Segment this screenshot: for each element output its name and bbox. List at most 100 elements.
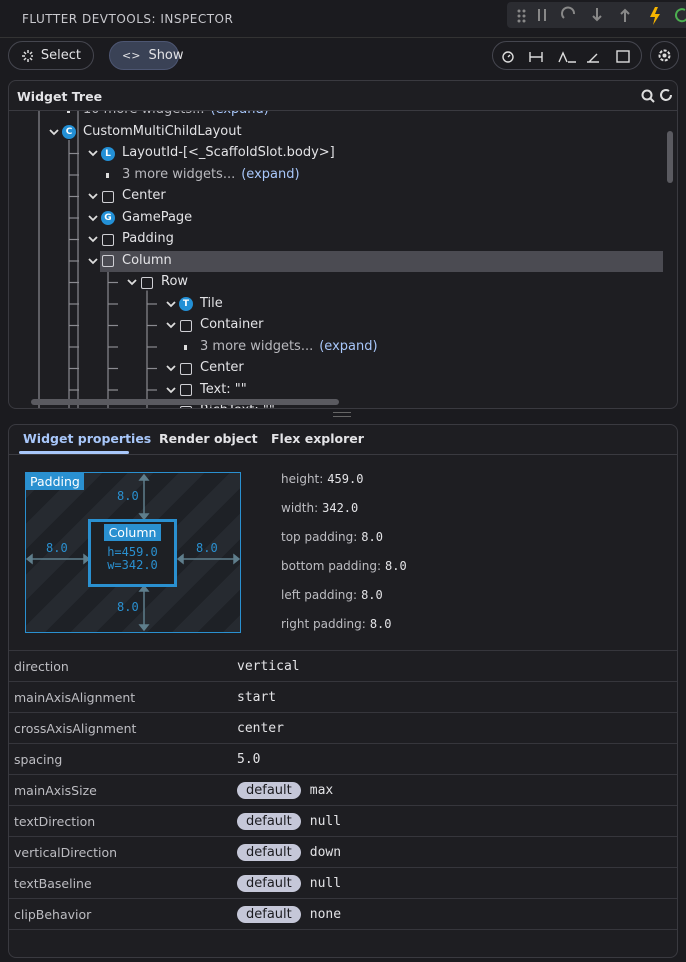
prop-value: 8.0 <box>361 530 383 544</box>
property-value: 5.0 <box>237 752 260 767</box>
prop-name: top padding: <box>281 530 358 544</box>
tab[interactable]: Widget properties <box>23 431 152 446</box>
chevron[interactable] <box>88 212 98 222</box>
tab-bar: Widget properties Render object Flex explo… <box>9 425 677 455</box>
widget-icon <box>180 319 192 332</box>
settings-button[interactable] <box>650 41 679 70</box>
property-value: start <box>237 690 276 705</box>
details-panel: Widget properties Render object Flex explo… <box>8 424 678 958</box>
property-value: default down <box>237 843 342 861</box>
prop-name: left padding: <box>281 588 358 602</box>
property-row: mainAxisSize default max <box>9 774 677 805</box>
tree-row[interactable]: 3 more widgets... (expand) <box>9 165 663 186</box>
size-height: h=459.0 <box>107 545 158 559</box>
property-value: default max <box>237 781 333 799</box>
tree-row[interactable]: Text: "" <box>9 380 663 401</box>
settings-icon <box>658 49 671 62</box>
layout-prop: top padding: 8.0 <box>281 530 383 544</box>
tree-actions[interactable] <box>639 87 675 105</box>
node-label: 3 more widgets... (expand) <box>200 338 378 354</box>
property-row: textBaseline default null <box>9 867 677 898</box>
tree-guides <box>38 111 157 408</box>
tree-row[interactable]: Container <box>9 315 663 336</box>
show-button[interactable]: <> Show <box>109 41 184 70</box>
property-name: spacing <box>14 751 63 767</box>
tree-row[interactable]: Padding <box>9 229 663 250</box>
type-badge: T <box>179 297 193 311</box>
left-padding: 8.0 <box>46 541 68 555</box>
widget-icon <box>102 233 114 246</box>
chevron[interactable] <box>166 405 176 408</box>
layout-properties: height: 459.0 width: 342.0 top padding: 8.0 bo… <box>281 472 671 642</box>
node-label: LayoutId-[<_ScaffoldSlot.body>] <box>122 145 335 160</box>
widget-icon <box>141 276 153 289</box>
chevron[interactable] <box>88 255 98 265</box>
tree-row[interactable]: 10 more widgets...(expand) <box>9 111 663 121</box>
property-row: clipBehavior default none <box>9 898 677 929</box>
prop-value: 8.0 <box>369 617 392 631</box>
property-row: verticalDirection default down <box>9 836 677 867</box>
property-value: center <box>237 721 284 736</box>
default-badge: default <box>237 905 301 923</box>
select-button[interactable]: Select <box>8 41 94 70</box>
h-scrollbar[interactable] <box>31 399 339 405</box>
tab[interactable]: Render object <box>159 431 258 446</box>
tab[interactable]: Flex explorer <box>271 431 364 446</box>
chevron[interactable] <box>166 384 176 394</box>
select-icon <box>22 49 33 62</box>
tree-row[interactable]: RichText: "" <box>9 401 663 408</box>
value-text: vertical <box>237 658 300 674</box>
property-name: crossAxisAlignment <box>14 720 137 736</box>
default-badge: default <box>237 843 301 861</box>
chevron[interactable] <box>49 126 59 136</box>
node-label: Column <box>122 252 172 268</box>
top-padding: 8.0 <box>117 489 139 503</box>
view-options[interactable] <box>492 41 642 70</box>
expand-link[interactable]: (expand) <box>211 111 269 117</box>
prop-name: height: <box>281 472 324 486</box>
show-icon: <> <box>122 49 141 62</box>
chevron[interactable] <box>88 233 98 243</box>
property-name: mainAxisAlignment <box>14 689 136 705</box>
chevron[interactable] <box>166 319 176 329</box>
debug-toolbar[interactable] <box>507 2 686 28</box>
value-text: none <box>309 906 342 922</box>
property-value: default none <box>237 905 342 923</box>
tree-row[interactable]: G GamePage <box>9 208 663 229</box>
tree-row[interactable]: Column <box>88 250 663 272</box>
bottom-padding: 8.0 <box>117 600 139 614</box>
node-label: CustomMultiChildLayout <box>83 123 242 139</box>
widget-icon <box>180 384 192 396</box>
v-scrollbar[interactable] <box>667 131 673 183</box>
prop-name: bottom padding: <box>281 559 382 573</box>
node-label: Tile <box>200 295 223 311</box>
default-badge: default <box>237 781 301 799</box>
type-badge: L <box>101 146 115 161</box>
tree-row[interactable]: 3 more widgets... (expand) <box>9 337 663 358</box>
tree-row[interactable]: Center <box>9 358 663 379</box>
chevron[interactable] <box>88 190 98 200</box>
more-dot <box>106 172 109 178</box>
tree-row[interactable]: L LayoutId-[<_ScaffoldSlot.body>] <box>9 143 663 164</box>
tree-row[interactable]: Row <box>9 272 663 293</box>
expand-link[interactable]: (expand) <box>241 166 300 182</box>
tree-row[interactable]: T Tile <box>9 294 663 315</box>
layout-prop: width: 342.0 <box>281 501 358 515</box>
chevron[interactable] <box>127 276 137 286</box>
layout-prop: height: 459.0 <box>281 472 363 486</box>
chevron[interactable] <box>166 362 176 372</box>
tree-row[interactable]: Center <box>9 186 663 207</box>
default-badge: default <box>237 874 301 892</box>
tree-row[interactable]: C CustomMultiChildLayout <box>9 122 663 143</box>
value-text: center <box>237 720 284 736</box>
property-name: verticalDirection <box>14 844 118 860</box>
property-value: default null <box>237 812 341 830</box>
value-text: down <box>309 844 342 860</box>
chevron[interactable] <box>166 298 176 308</box>
expand-link[interactable]: (expand) <box>319 338 378 354</box>
chevron[interactable] <box>88 147 98 157</box>
node-label: Padding <box>122 231 174 246</box>
property-row: textDirection default null <box>9 805 677 836</box>
header: FLUTTER DEVTOOLS: INSPECTOR <box>0 0 686 38</box>
splitter[interactable] <box>333 412 351 417</box>
